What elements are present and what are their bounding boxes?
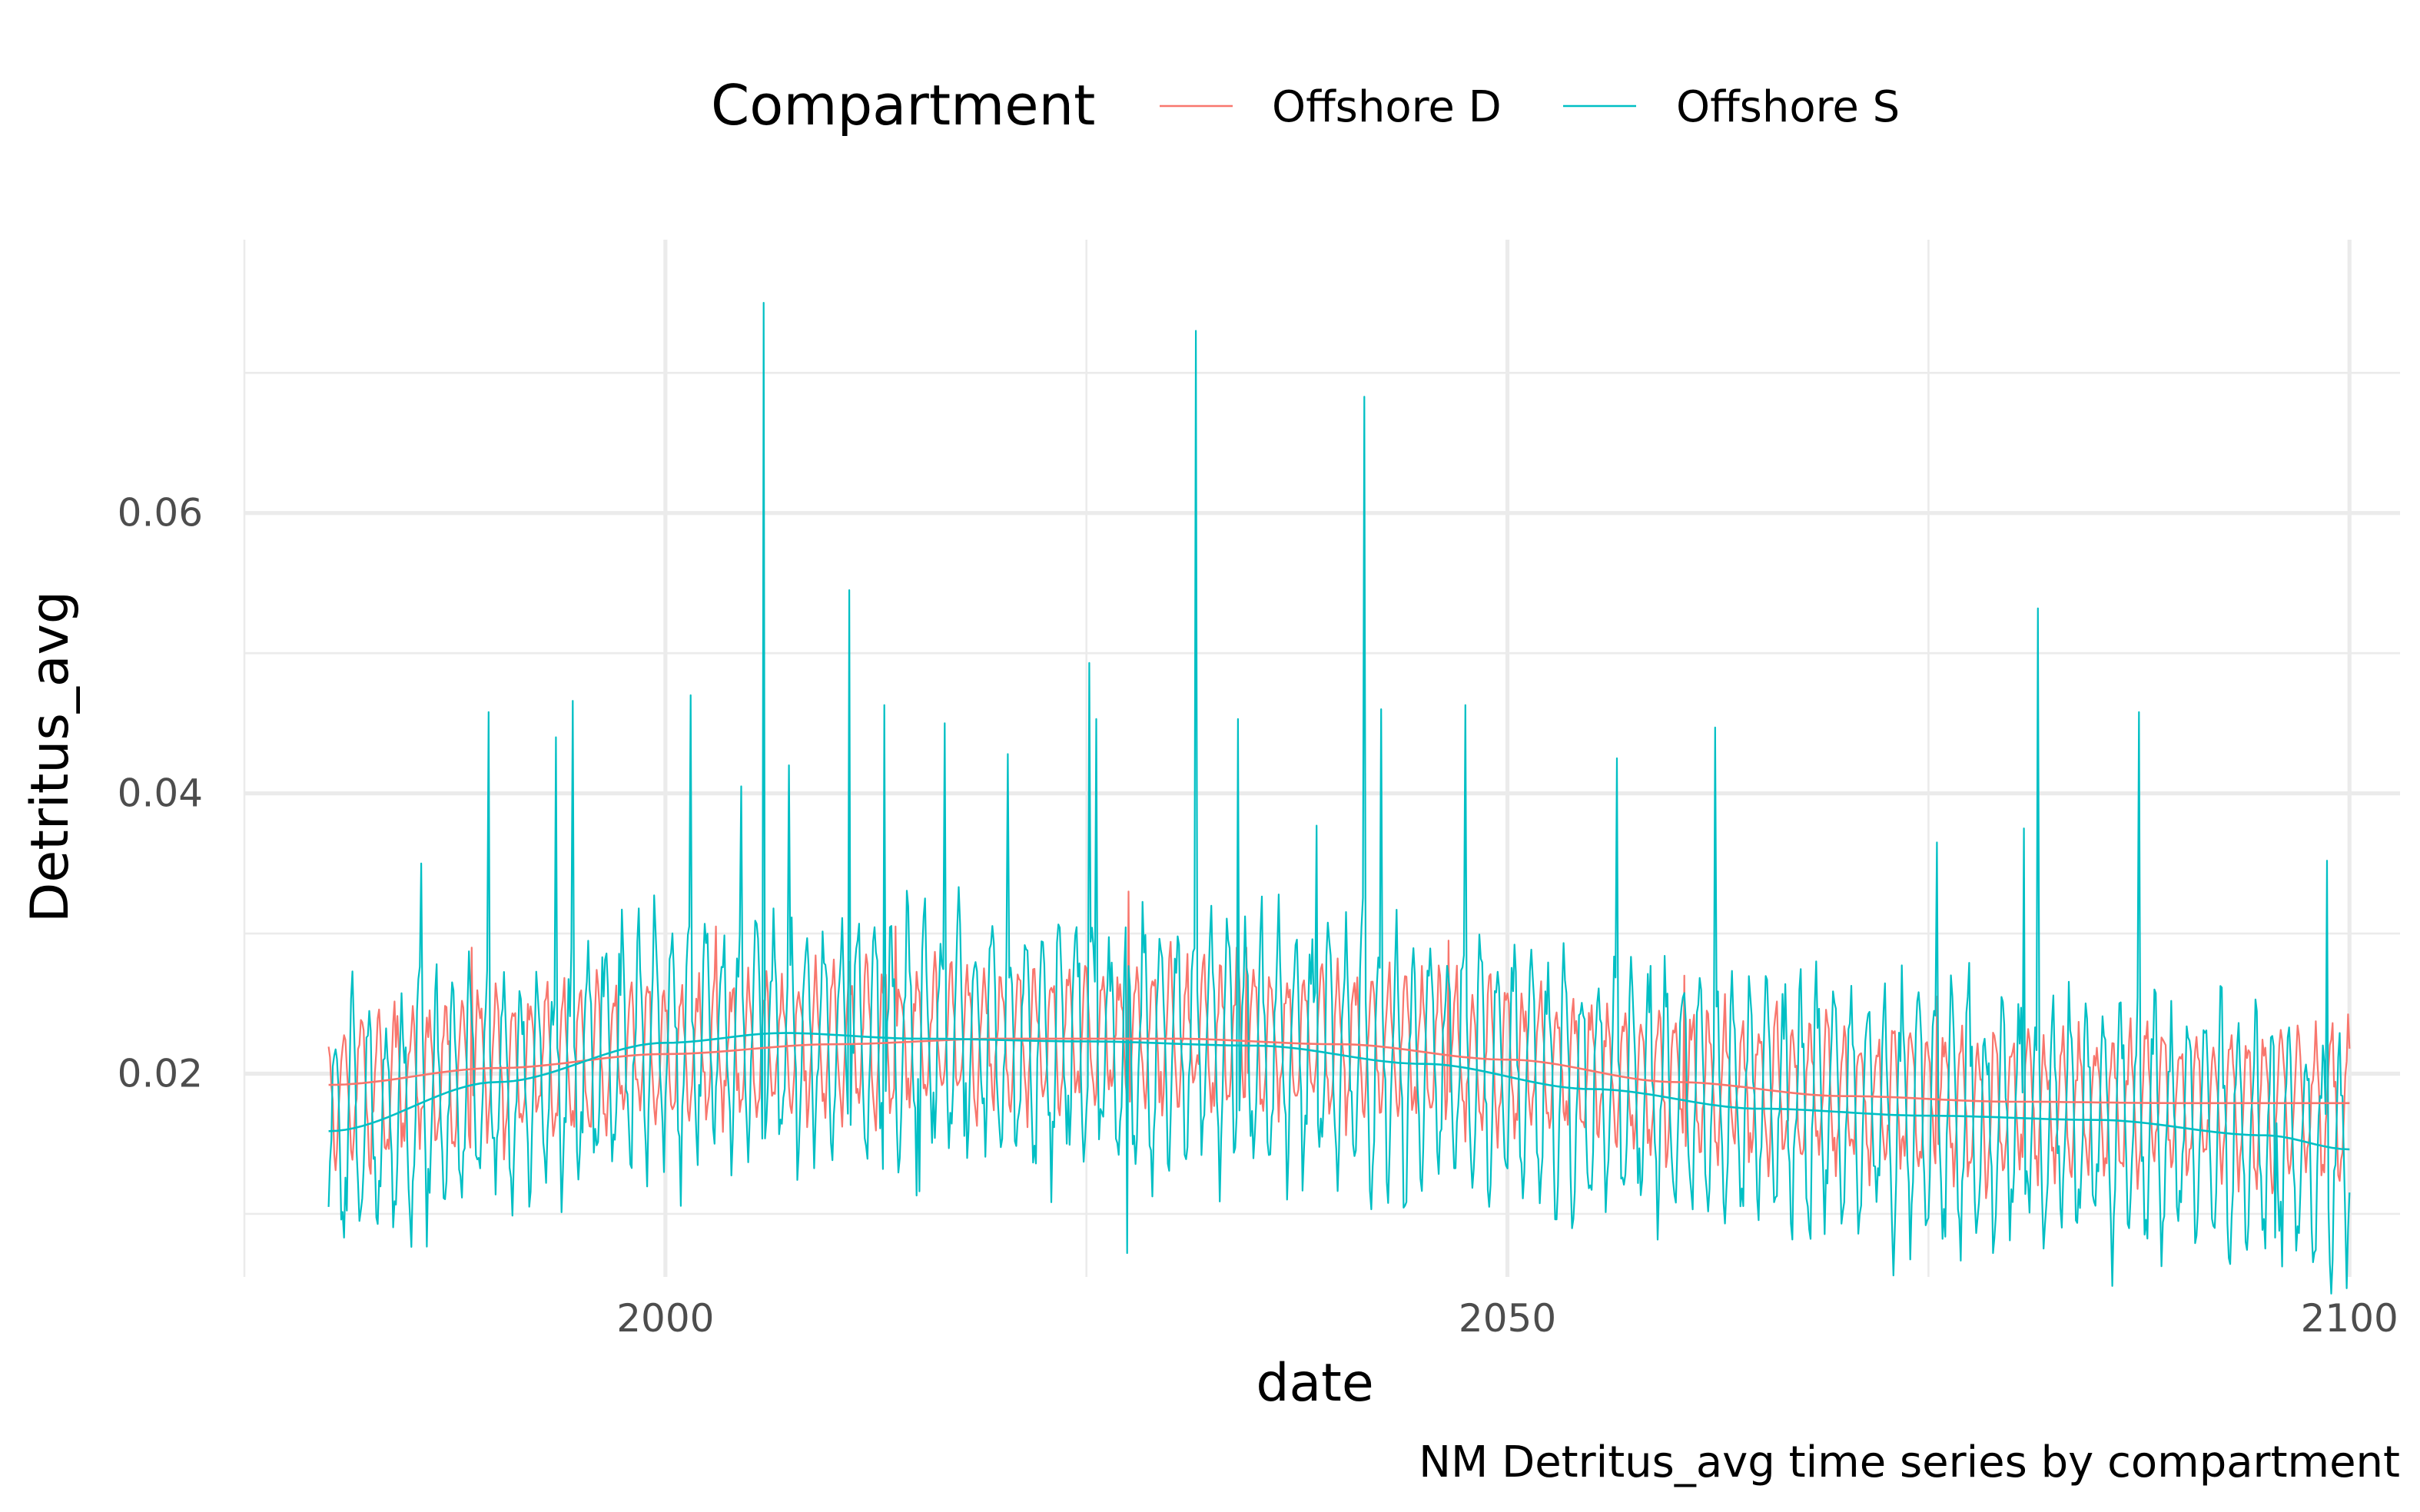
legend-title: Compartment: [711, 73, 1095, 138]
legend-label-offshore-s: Offshore S: [1676, 82, 1900, 132]
trend-line-offshore-s: [328, 1032, 2350, 1151]
series-line-offshore-d: [327, 890, 2351, 1199]
x-tick-label: 2000: [616, 1296, 714, 1341]
series-line-offshore-s: [327, 302, 2351, 1295]
caption: NM Detritus_avg time series by compartme…: [1419, 1437, 2400, 1487]
y-tick-label: 0.04: [118, 771, 203, 816]
y-tick-labels: 0.02 0.04 0.06: [118, 491, 203, 1096]
x-tick-label: 2050: [1459, 1296, 1556, 1341]
y-tick-label: 0.06: [118, 491, 203, 536]
x-tick-label: 2100: [2301, 1296, 2398, 1341]
x-axis-title: date: [1256, 1353, 1373, 1414]
y-axis-title: Detritus_avg: [20, 591, 81, 923]
grid-minor: [243, 240, 2400, 1277]
trend-line-offshore-d: [328, 1037, 2350, 1105]
smooth-layer: [328, 1032, 2350, 1151]
x-tick-labels: 2000 2050 2100: [616, 1296, 2398, 1341]
series-layer: [327, 302, 2351, 1295]
legend: Compartment Offshore D Offshore S: [711, 73, 1900, 138]
y-tick-label: 0.02: [118, 1051, 203, 1096]
legend-label-offshore-d: Offshore D: [1272, 82, 1502, 132]
